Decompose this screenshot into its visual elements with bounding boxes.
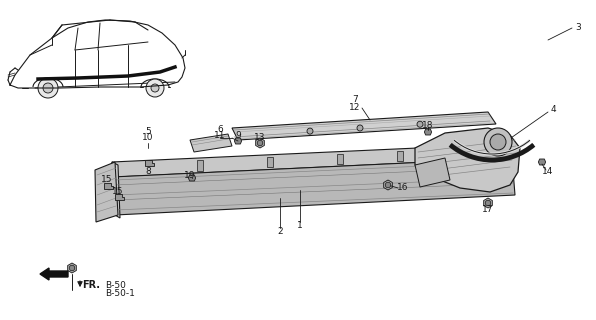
Text: 11: 11 (214, 132, 226, 140)
Text: 6: 6 (217, 125, 223, 134)
Circle shape (43, 83, 53, 93)
Polygon shape (538, 159, 545, 165)
Polygon shape (112, 162, 120, 218)
Text: 1: 1 (297, 221, 303, 230)
Polygon shape (104, 183, 113, 189)
Polygon shape (452, 148, 458, 158)
Text: 19: 19 (184, 171, 195, 180)
Polygon shape (232, 112, 496, 140)
Circle shape (417, 121, 423, 127)
Circle shape (146, 79, 164, 97)
Polygon shape (397, 151, 403, 161)
Text: 8: 8 (145, 166, 151, 175)
Polygon shape (188, 175, 195, 181)
Text: 10: 10 (142, 133, 154, 142)
Polygon shape (267, 157, 273, 167)
Circle shape (257, 140, 263, 146)
Text: B-50: B-50 (105, 281, 126, 290)
Polygon shape (424, 129, 432, 135)
Polygon shape (197, 160, 203, 171)
Circle shape (69, 265, 74, 271)
Text: 16: 16 (398, 183, 409, 193)
Polygon shape (384, 180, 392, 190)
Circle shape (485, 200, 491, 206)
Polygon shape (112, 158, 515, 215)
Circle shape (307, 128, 313, 134)
Polygon shape (256, 138, 265, 148)
Polygon shape (68, 263, 76, 273)
Polygon shape (234, 138, 241, 144)
Text: 17: 17 (482, 205, 493, 214)
Circle shape (357, 125, 363, 131)
Polygon shape (190, 134, 232, 152)
Text: 3: 3 (575, 23, 581, 33)
Circle shape (38, 78, 58, 98)
Text: 15: 15 (112, 187, 124, 196)
Polygon shape (95, 162, 118, 222)
Text: 5: 5 (145, 127, 151, 137)
Text: 15: 15 (101, 175, 113, 185)
Text: B-50-1: B-50-1 (105, 289, 135, 298)
Text: 18: 18 (422, 121, 434, 130)
FancyArrow shape (40, 268, 68, 280)
Text: 12: 12 (349, 102, 361, 111)
Text: 9: 9 (235, 132, 241, 140)
Polygon shape (144, 160, 154, 166)
Text: 4: 4 (550, 106, 556, 115)
Text: 13: 13 (254, 132, 266, 141)
Text: FR.: FR. (82, 280, 100, 290)
Circle shape (490, 134, 506, 150)
Polygon shape (484, 198, 492, 208)
Circle shape (151, 84, 159, 92)
Circle shape (385, 182, 391, 188)
Circle shape (484, 128, 512, 156)
Text: 14: 14 (542, 167, 554, 177)
Polygon shape (114, 194, 123, 200)
Polygon shape (337, 154, 343, 164)
Polygon shape (415, 128, 520, 192)
Polygon shape (112, 144, 512, 177)
Text: 2: 2 (277, 228, 283, 236)
Polygon shape (415, 158, 450, 187)
Text: 7: 7 (352, 95, 358, 105)
